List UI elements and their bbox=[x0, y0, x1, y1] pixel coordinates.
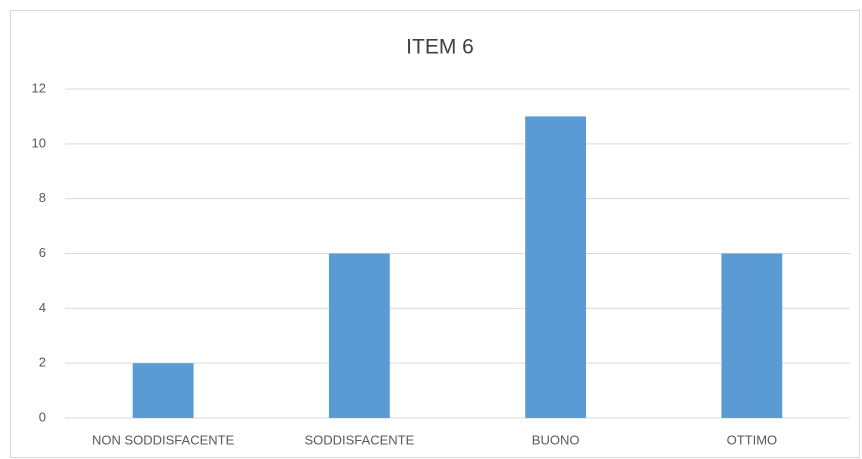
y-tick-label: 2 bbox=[39, 355, 46, 370]
y-tick-label: 12 bbox=[32, 80, 46, 95]
bar bbox=[132, 363, 194, 418]
x-tick-label: OTTIMO bbox=[727, 432, 778, 447]
x-tick-label: SODDISFACENTE bbox=[304, 432, 414, 447]
y-tick-label: 0 bbox=[39, 409, 46, 424]
chart-title: ITEM 6 bbox=[406, 36, 474, 59]
y-tick-label: 8 bbox=[39, 190, 46, 205]
bar bbox=[525, 116, 587, 419]
bar bbox=[721, 253, 783, 418]
x-tick-label: NON SODDISFACENTE bbox=[92, 432, 235, 447]
y-tick-label: 6 bbox=[39, 245, 46, 260]
x-tick-label: BUONO bbox=[532, 432, 580, 447]
y-tick-label: 10 bbox=[32, 135, 46, 150]
y-tick-label: 4 bbox=[39, 300, 46, 315]
bar bbox=[328, 253, 390, 418]
